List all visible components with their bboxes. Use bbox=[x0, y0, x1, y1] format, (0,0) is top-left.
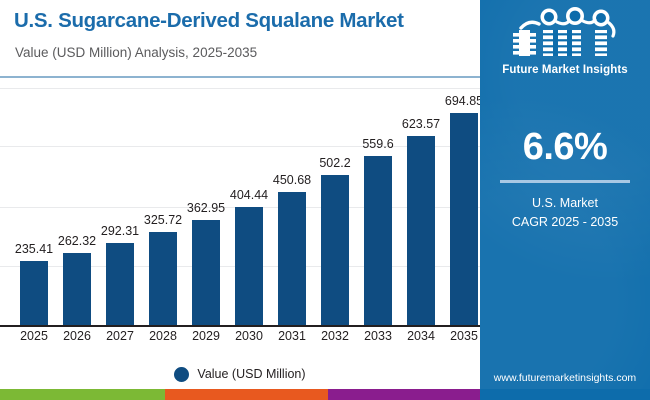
bar-value-label: 292.31 bbox=[100, 224, 140, 238]
brand-logo: Future Market Insights bbox=[480, 6, 650, 76]
website-url[interactable]: www.futuremarketinsights.com bbox=[493, 372, 637, 384]
bar-value-label: 235.41 bbox=[14, 242, 54, 256]
bar-value-label: 559.6 bbox=[362, 137, 394, 151]
x-tick-2026: 2026 bbox=[63, 329, 91, 343]
chart-legend[interactable]: Value (USD Million) bbox=[0, 362, 480, 386]
bar-2026[interactable]: 262.32 bbox=[58, 234, 96, 325]
fmi-logo-icon bbox=[513, 7, 616, 56]
bar-value-label: 450.68 bbox=[272, 173, 312, 187]
chart-subtitle: Value (USD Million) Analysis, 2025-2035 bbox=[15, 45, 258, 60]
strip-segment-green bbox=[0, 389, 165, 400]
x-axis-line bbox=[0, 325, 480, 327]
x-tick-2025: 2025 bbox=[20, 329, 48, 343]
bar-value-label: 623.57 bbox=[401, 117, 441, 131]
x-tick-2032: 2032 bbox=[321, 329, 349, 343]
x-tick-2031: 2031 bbox=[278, 329, 306, 343]
strip-segment-orange bbox=[165, 389, 328, 400]
x-tick-2030: 2030 bbox=[235, 329, 263, 343]
bar-2034[interactable]: 623.57 bbox=[402, 117, 440, 325]
bar-value-label: 262.32 bbox=[57, 234, 97, 248]
x-axis-labels: 2025 2026 2027 2028 2029 2030 2031 2032 … bbox=[0, 329, 480, 351]
bar-2031[interactable]: 450.68 bbox=[273, 173, 311, 325]
cagr-caption-market: U.S. Market bbox=[532, 196, 598, 210]
bar-value-label: 404.44 bbox=[229, 188, 269, 202]
chart-pane: U.S. Sugarcane-Derived Squalane Market V… bbox=[0, 0, 484, 386]
bar-2028[interactable]: 325.72 bbox=[144, 213, 182, 325]
cagr-value: 6.6% bbox=[522, 126, 608, 168]
bar-value-label: 325.72 bbox=[143, 213, 183, 227]
bottom-color-strip bbox=[0, 389, 650, 400]
bar-2027[interactable]: 292.31 bbox=[101, 224, 139, 325]
header-divider bbox=[0, 76, 480, 78]
x-tick-2027: 2027 bbox=[106, 329, 134, 343]
bar-2032[interactable]: 502.2 bbox=[319, 156, 351, 325]
bar-2035[interactable]: 694.85 bbox=[445, 94, 483, 325]
x-tick-2035: 2035 bbox=[450, 329, 478, 343]
circle-swatch-icon bbox=[174, 366, 190, 382]
bar-2030[interactable]: 404.44 bbox=[230, 188, 268, 325]
legend-item-label: Value (USD Million) bbox=[197, 367, 306, 381]
cagr-callout: 6.6% U.S. Market CAGR 2025 - 2035 bbox=[480, 128, 650, 232]
bar-value-label: 694.85 bbox=[444, 94, 484, 108]
bar-value-label: 502.2 bbox=[319, 156, 351, 170]
gridline bbox=[0, 88, 480, 89]
bar-2025[interactable]: 235.41 bbox=[15, 242, 53, 325]
strip-segment-purple bbox=[328, 389, 480, 400]
gridline bbox=[0, 146, 480, 147]
bar-value-label: 362.95 bbox=[186, 201, 226, 215]
bar-2029[interactable]: 362.95 bbox=[187, 201, 225, 325]
brand-tagline: Future Market Insights bbox=[502, 64, 628, 76]
brand-pane: Future Market Insights 6.6% U.S. Market … bbox=[480, 0, 650, 400]
bar-2033[interactable]: 559.6 bbox=[362, 137, 394, 325]
cagr-divider bbox=[500, 180, 630, 183]
x-tick-2029: 2029 bbox=[192, 329, 220, 343]
x-tick-2034: 2034 bbox=[407, 329, 435, 343]
x-tick-2033: 2033 bbox=[364, 329, 392, 343]
strip-segment-blue bbox=[480, 389, 650, 400]
page-title: U.S. Sugarcane-Derived Squalane Market bbox=[14, 9, 404, 32]
bars-layer: 235.41 262.32 292.31 325.72 362.95 404.4… bbox=[0, 79, 483, 325]
cagr-caption-period: CAGR 2025 - 2035 bbox=[511, 214, 619, 229]
x-tick-2028: 2028 bbox=[149, 329, 177, 343]
chart-header: U.S. Sugarcane-Derived Squalane Market V… bbox=[0, 0, 480, 78]
